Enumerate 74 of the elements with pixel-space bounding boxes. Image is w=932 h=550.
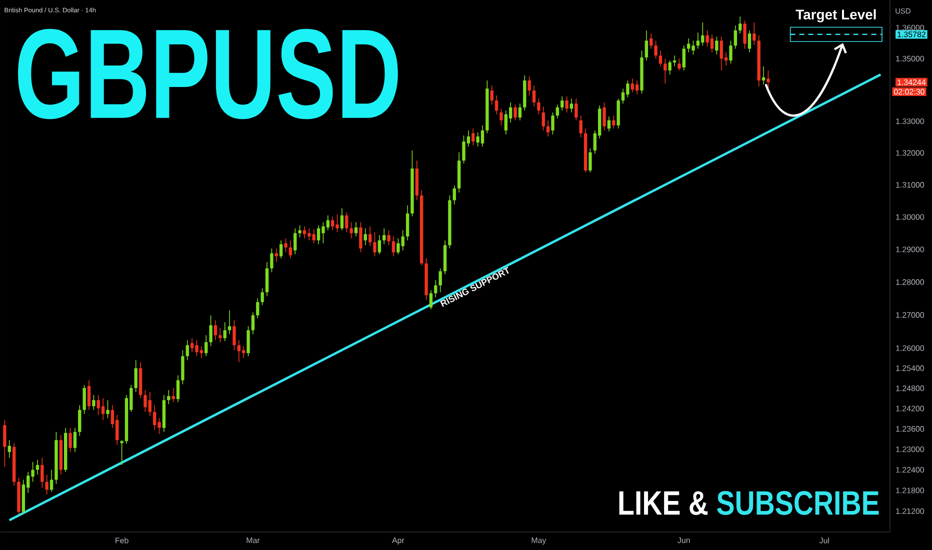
candlestick [588, 148, 592, 173]
candlestick [176, 374, 180, 403]
candlestick [500, 108, 503, 126]
candlestick [246, 326, 250, 357]
candlestick [570, 98, 574, 113]
candlestick [3, 420, 6, 468]
candlestick [602, 102, 606, 131]
annotation: LIKE & [619, 491, 708, 515]
candlestick [612, 115, 616, 129]
candlestick [8, 440, 11, 458]
candlestick [68, 427, 72, 452]
candlestick [658, 50, 662, 67]
candlestick [644, 30, 648, 61]
candlestick [218, 328, 222, 343]
candlestick [682, 45, 686, 71]
candlestick [532, 85, 536, 107]
candlestick [579, 115, 582, 138]
candlestick [668, 60, 672, 75]
candlestick [134, 360, 138, 392]
candlestick [514, 104, 517, 121]
candlestick [748, 30, 752, 53]
candlestick [472, 128, 475, 146]
candlestick [672, 55, 676, 67]
ref-line-label: Target Level [796, 9, 876, 22]
candlestick [752, 22, 756, 46]
candlestick [120, 440, 124, 466]
candlestick [607, 116, 611, 132]
candlestick [223, 322, 226, 342]
candlestick [106, 400, 110, 418]
candlestick [172, 388, 175, 403]
candlestick [560, 96, 564, 111]
candlestick [664, 58, 667, 84]
candlestick [232, 320, 236, 351]
candlestick [635, 80, 639, 95]
candlestick [734, 25, 738, 50]
candlestick [556, 104, 560, 119]
candlestick [565, 96, 568, 113]
candlestick [762, 66, 766, 85]
candlestick [101, 398, 105, 420]
candlestick [50, 469, 54, 492]
candlestick [242, 346, 246, 359]
candlestick [738, 16, 742, 34]
candlestick [546, 120, 550, 137]
candlestick [167, 390, 170, 405]
candlestick [518, 103, 522, 121]
chart-title: GBPUSD [18, 28, 398, 120]
candlestick [92, 394, 96, 410]
candlestick [729, 40, 732, 64]
candlestick [494, 95, 498, 115]
candlestick [574, 98, 578, 121]
candlestick [82, 384, 86, 414]
annotation: SUBSCRIBE [717, 490, 879, 515]
candlestick [678, 58, 681, 71]
candlestick [78, 404, 82, 436]
candlestick [186, 340, 189, 361]
candlestick [766, 70, 770, 89]
candlestick [204, 334, 208, 357]
candlestick [490, 85, 494, 105]
candlestick [214, 320, 218, 341]
candlestick [551, 112, 554, 135]
candlestick [209, 314, 212, 347]
candlestick [696, 32, 700, 50]
candlestick [36, 459, 40, 476]
candlestick [542, 106, 545, 131]
candlestick [73, 427, 77, 452]
candlestick [228, 310, 232, 335]
candlestick [40, 457, 44, 488]
candlestick [654, 40, 658, 60]
candlestick [650, 33, 653, 50]
candlestick [528, 76, 531, 96]
candlestick [87, 380, 91, 410]
candlestick [715, 36, 718, 55]
candlestick [537, 98, 540, 115]
candlestick [743, 20, 746, 50]
